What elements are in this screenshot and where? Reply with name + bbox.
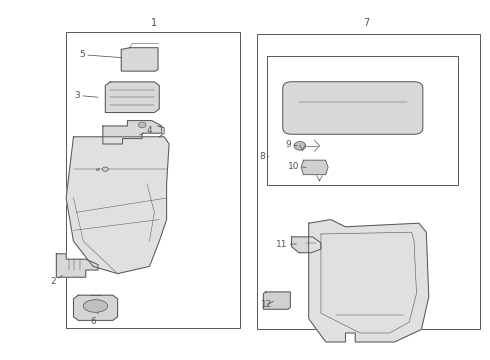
Text: 2: 2 bbox=[50, 275, 63, 286]
Ellipse shape bbox=[83, 300, 108, 312]
Polygon shape bbox=[66, 137, 169, 274]
Polygon shape bbox=[309, 220, 429, 342]
Circle shape bbox=[102, 167, 108, 171]
Text: 12: 12 bbox=[261, 300, 273, 309]
Text: ø: ø bbox=[96, 167, 100, 172]
Circle shape bbox=[138, 122, 146, 128]
FancyBboxPatch shape bbox=[283, 82, 423, 134]
Text: 4: 4 bbox=[140, 126, 152, 135]
Text: 7: 7 bbox=[364, 18, 369, 28]
Circle shape bbox=[294, 141, 306, 150]
Polygon shape bbox=[264, 292, 290, 309]
Text: 9: 9 bbox=[285, 140, 297, 149]
Polygon shape bbox=[74, 295, 118, 320]
Polygon shape bbox=[56, 254, 98, 277]
Polygon shape bbox=[301, 160, 328, 175]
Polygon shape bbox=[103, 121, 162, 144]
Text: 8: 8 bbox=[259, 152, 269, 161]
Text: 3: 3 bbox=[74, 91, 98, 100]
Polygon shape bbox=[105, 82, 159, 112]
Text: 1: 1 bbox=[151, 18, 157, 28]
Text: 11: 11 bbox=[276, 240, 296, 248]
Text: 5: 5 bbox=[79, 50, 122, 59]
Text: 10: 10 bbox=[288, 162, 306, 171]
Bar bbox=[129, 54, 150, 65]
Text: 6: 6 bbox=[90, 312, 98, 325]
Bar bbox=[267, 56, 458, 185]
Polygon shape bbox=[292, 237, 321, 253]
Polygon shape bbox=[121, 48, 158, 71]
Bar bbox=[257, 34, 480, 329]
Bar bbox=[66, 32, 240, 328]
